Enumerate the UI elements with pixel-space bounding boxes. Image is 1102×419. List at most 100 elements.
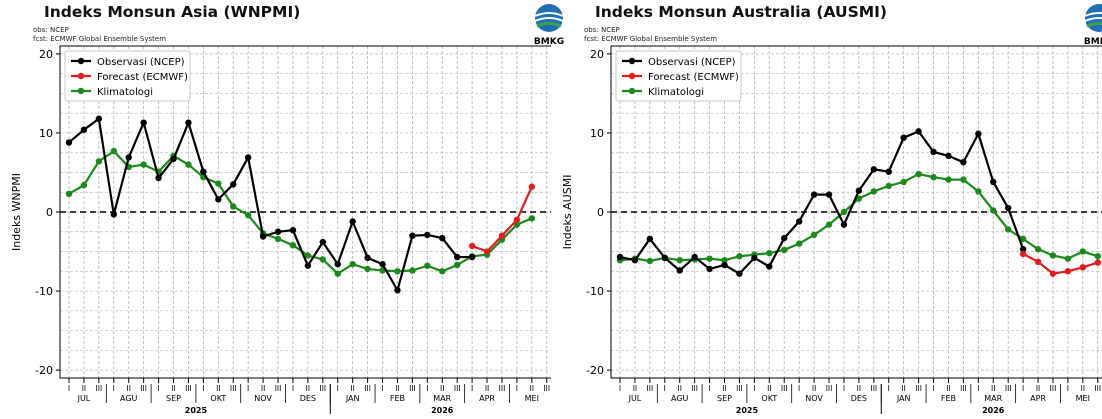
data-point [810,191,818,198]
x-month-label: MEI [525,394,539,403]
x-dasarian-label: I [381,384,383,393]
y-tick-label: 10 [39,127,53,140]
legend-label: Klimatologi [648,87,704,98]
data-point [155,174,162,182]
chart-panel-wnpmi: 20 10 0 -10 -20 Indeks WNPMI I II III I II III I II II… [10,3,564,415]
data-point [885,168,892,175]
data-point [661,254,668,262]
x-month-label: APR [479,394,495,403]
data-point [975,188,982,195]
data-point [1004,204,1012,212]
x-dasarian-label: III [140,384,147,393]
data-point [453,253,461,261]
data-point [960,176,967,183]
x-dasarian-label: II [530,384,534,393]
data-point [1019,235,1027,243]
y-tick-label: 10 [590,127,604,140]
data-point [691,253,698,261]
x-dasarian-label: I [977,384,979,393]
data-point [230,203,237,210]
fcst-source-label: fcst: ECMWF Global Ensemble System [33,35,167,43]
data-point [468,242,476,250]
y-tick-label: -10 [586,285,604,298]
data-point [304,252,312,259]
x-dasarian-label: III [364,384,371,393]
x-dasarian-label: III [1005,384,1012,393]
x-year-label: 2025 [736,406,759,415]
data-point [289,226,297,234]
data-point [631,257,639,264]
data-point [1034,258,1042,265]
data-point [319,238,327,246]
x-month-label: FEB [390,394,405,403]
data-point [990,178,997,186]
data-point [766,249,773,257]
data-point [676,257,683,264]
legend-label: Observasi (NCEP) [648,57,736,68]
data-point [349,218,356,225]
data-point [810,231,818,239]
data-point [900,134,907,141]
data-point [244,211,252,219]
y-tick-label: 0 [46,206,53,219]
data-point [65,190,73,198]
x-dasarian-label: II [440,384,444,393]
x-month-label: AGU [120,394,138,403]
x-dasarian-label: III [1094,384,1101,393]
x-dasarian-label: II [901,384,905,393]
data-point [498,232,506,239]
x-dasarian-label: II [946,384,950,393]
data-point [200,168,207,175]
x-year-label: 2026 [431,406,454,415]
data-point [960,159,967,166]
legend-swatch-marker [77,87,85,95]
data-point [781,234,788,242]
data-point [1004,226,1012,233]
legend-label: Forecast (ECMWF) [648,72,739,83]
legend-swatch-marker [77,57,85,65]
data-point [1019,245,1027,253]
x-month-label: MAR [433,394,451,403]
legend-label: Observasi (NCEP) [97,57,185,68]
data-point [364,265,371,273]
chart-title: Indeks Monsun Asia (WNPMI) [44,3,301,21]
x-dasarian-label: III [499,384,506,393]
legend-label: Klimatologi [97,87,153,98]
data-point [1064,268,1072,275]
data-point [379,260,386,268]
x-month-label: JAN [345,394,360,403]
x-dasarian-label: II [722,384,726,393]
data-point [439,234,446,242]
data-point [95,158,103,165]
x-month-label: SEP [166,394,181,403]
x-month-label: FEB [941,394,956,403]
y-tick-label: 20 [590,48,604,61]
plot-frame [610,45,1102,379]
x-dasarian-label: I [202,384,204,393]
x-dasarian-label: II [350,384,354,393]
series-line [619,130,1025,275]
data-point [125,154,132,161]
data-point [736,253,743,260]
x-month-label: AGU [671,394,689,403]
data-point [870,188,878,195]
data-point [855,187,863,194]
data-point [170,155,177,163]
x-dasarian-label: II [812,384,816,393]
data-point [781,246,788,254]
data-point [215,180,222,187]
data-point [840,221,848,228]
x-dasarian-label: III [96,384,103,393]
legend-label: Forecast (ECMWF) [97,72,188,83]
x-dasarian-label: II [171,384,175,393]
legend-swatch-marker [628,72,636,80]
x-dasarian-label: II [216,384,220,393]
data-point [453,261,461,269]
x-dasarian-label: II [767,384,771,393]
data-point [528,215,536,222]
data-point [334,270,341,277]
data-point [706,255,713,262]
y-tick-label: -10 [35,285,53,298]
data-point [915,170,922,178]
bmkg-logo-icon: BMKG [1084,4,1102,46]
